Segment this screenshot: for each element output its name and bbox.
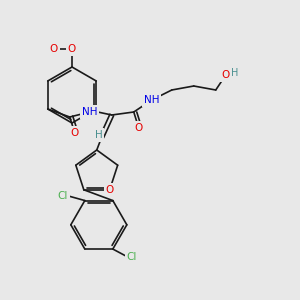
- Text: Cl: Cl: [127, 252, 137, 262]
- Text: O: O: [68, 44, 76, 54]
- Text: O: O: [135, 123, 143, 133]
- Text: Cl: Cl: [58, 190, 68, 200]
- Text: O: O: [47, 44, 55, 54]
- Text: H: H: [95, 130, 103, 140]
- Text: O: O: [70, 128, 79, 138]
- Text: NH: NH: [144, 95, 160, 105]
- Text: H: H: [231, 68, 238, 78]
- Text: O: O: [50, 44, 58, 54]
- Text: NH: NH: [82, 107, 98, 117]
- Text: O: O: [106, 185, 114, 195]
- Text: O: O: [222, 70, 230, 80]
